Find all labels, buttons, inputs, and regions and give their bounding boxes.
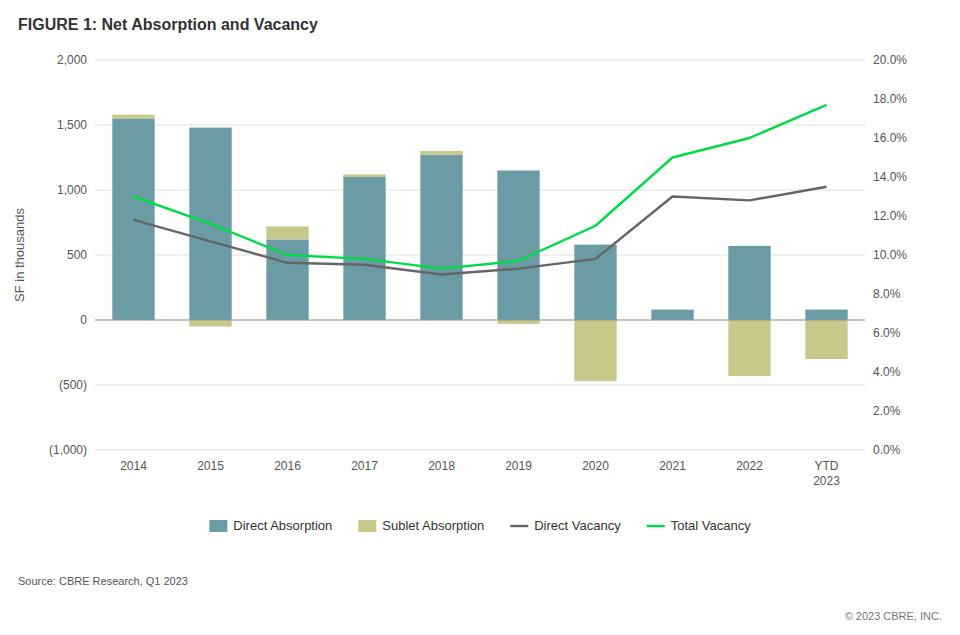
x-tick-label: 2015 <box>197 459 224 473</box>
bar <box>189 320 231 327</box>
chart: FIGURE 1: Net Absorption and Vacancy (1,0… <box>0 0 960 635</box>
y2-tick-label: 2.0% <box>873 404 901 418</box>
grid <box>95 60 865 450</box>
bar <box>343 177 385 320</box>
zero-line <box>95 320 865 321</box>
y-tick-label: (500) <box>59 378 87 392</box>
legend-item: Direct Absorption <box>209 518 332 533</box>
y-tick-label: 2,000 <box>57 53 87 67</box>
x-tick-label: 2016 <box>274 459 301 473</box>
line <box>134 187 827 275</box>
y2-tick-label: 10.0% <box>873 248 907 262</box>
x-tick-label-line: 2015 <box>197 459 224 473</box>
x-tick-label-line: 2018 <box>428 459 455 473</box>
bar <box>266 239 308 320</box>
grid-line <box>95 60 865 61</box>
x-tick-label-line: 2019 <box>505 459 532 473</box>
bar <box>497 171 539 321</box>
line-area <box>134 105 827 275</box>
y-tick-label: 1,000 <box>57 183 87 197</box>
x-tick-label: 2017 <box>351 459 378 473</box>
bar <box>651 310 693 320</box>
y-tick-label: (1,000) <box>49 443 87 457</box>
bar <box>574 320 616 381</box>
y2-tick-label: 6.0% <box>873 326 901 340</box>
x-tick-label-line: 2014 <box>120 459 147 473</box>
bar <box>651 309 693 310</box>
bar <box>266 226 308 239</box>
x-tick-label: 2020 <box>582 459 609 473</box>
y2-tick-label: 18.0% <box>873 92 907 106</box>
y-tick-label: 500 <box>67 248 87 262</box>
x-tick-label-line: 2020 <box>582 459 609 473</box>
legend-label: Total Vacancy <box>671 518 751 533</box>
x-tick-label: 2018 <box>428 459 455 473</box>
y2-tick-label: 20.0% <box>873 53 907 67</box>
legend-item: Direct Vacancy <box>510 518 621 533</box>
y-tick-label: 1,500 <box>57 118 87 132</box>
legend-item: Sublet Absorption <box>358 518 484 533</box>
grid-line <box>95 450 865 451</box>
grid-line <box>95 125 865 126</box>
y2-tick-label: 8.0% <box>873 287 901 301</box>
legend-swatch <box>358 520 376 532</box>
bar <box>343 174 385 177</box>
legend-swatch <box>209 520 227 532</box>
y-tick-label: 0 <box>80 313 87 327</box>
grid-line <box>95 320 865 321</box>
y2-tick-label: 4.0% <box>873 365 901 379</box>
x-tick-label-line: 2021 <box>659 459 686 473</box>
x-tick-label-line: 2016 <box>274 459 301 473</box>
legend-swatch <box>647 525 665 527</box>
legend-label: Sublet Absorption <box>382 518 484 533</box>
legend-label: Direct Absorption <box>233 518 332 533</box>
x-tick-label: 2022 <box>736 459 763 473</box>
x-tick-label-line: 2022 <box>736 459 763 473</box>
y2-tick-label: 14.0% <box>873 170 907 184</box>
bar <box>805 320 847 359</box>
bar <box>728 320 770 376</box>
legend: Direct Absorption Sublet Absorption Direct… <box>209 518 751 533</box>
y2-tick-label: 0.0% <box>873 443 901 457</box>
annotation: © 2023 CBRE, INC. <box>845 610 942 622</box>
x-tick-label: YTD2023 <box>813 459 840 488</box>
bar <box>112 115 154 119</box>
legend-swatch <box>510 525 528 527</box>
title: FIGURE 1: Net Absorption and Vacancy <box>18 16 318 33</box>
bar <box>728 246 770 320</box>
x-tick-label: 2019 <box>505 459 532 473</box>
y2-tick-label: 12.0% <box>873 209 907 223</box>
line <box>134 105 827 269</box>
x-tick-label: 2021 <box>659 459 686 473</box>
bar <box>574 245 616 320</box>
annotation: Source: CBRE Research, Q1 2023 <box>18 575 188 587</box>
x-tick-label: 2014 <box>120 459 147 473</box>
bar <box>805 310 847 320</box>
bar <box>420 155 462 320</box>
y-axis-label: SF in thousands <box>12 208 27 302</box>
x-tick-label-line: 2017 <box>351 459 378 473</box>
bar <box>497 320 539 324</box>
legend-item: Total Vacancy <box>647 518 751 533</box>
plot-area <box>112 115 847 382</box>
y2-tick-label: 16.0% <box>873 131 907 145</box>
bar <box>420 151 462 155</box>
grid-line <box>95 385 865 386</box>
x-tick-label-line: YTD <box>815 459 839 473</box>
x-tick-label-line: 2023 <box>813 474 840 488</box>
legend-label: Direct Vacancy <box>534 518 621 533</box>
bar <box>112 119 154 321</box>
